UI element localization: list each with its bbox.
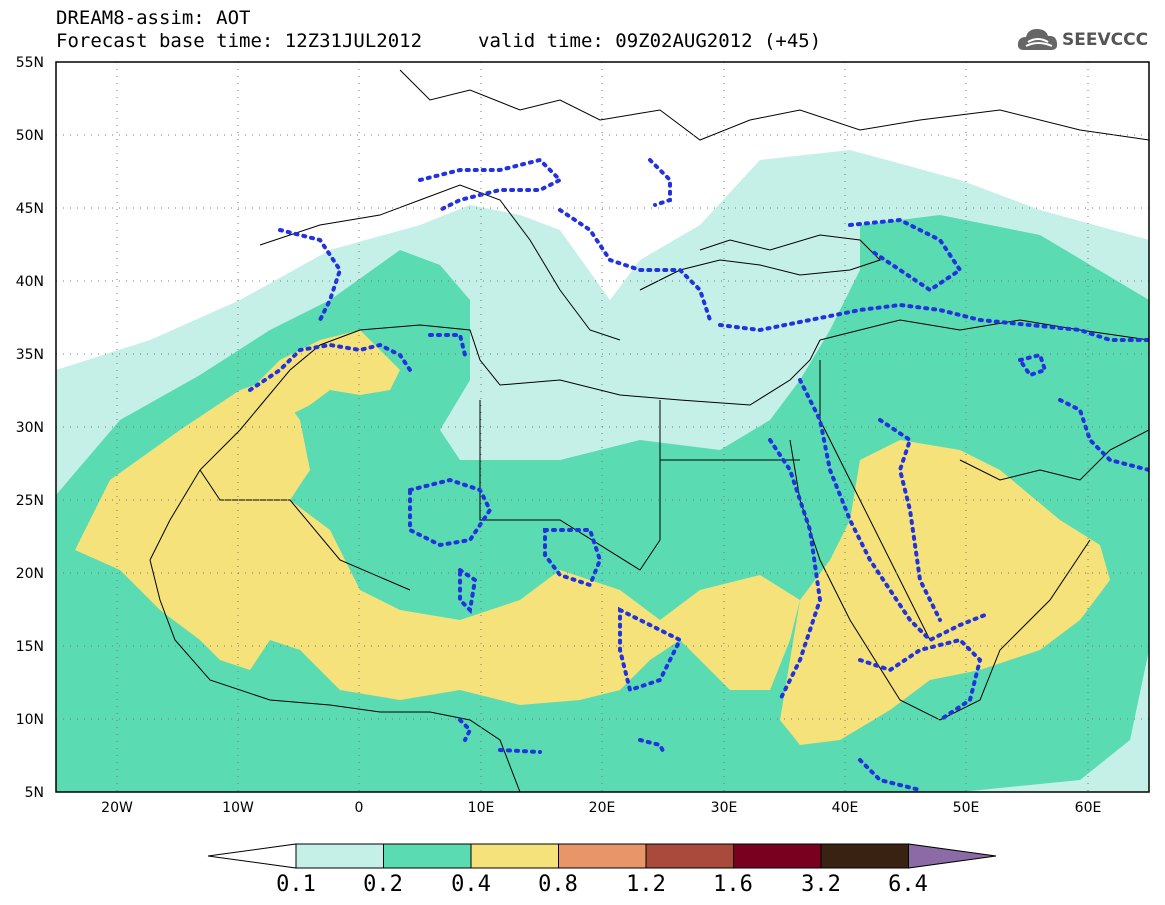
lat-label: 55N <box>15 55 44 71</box>
seevccc-logo: SEEVCCC <box>1016 22 1156 56</box>
grid <box>56 62 1149 792</box>
lon-label: 30E <box>710 800 738 816</box>
lat-label: 40N <box>15 274 44 290</box>
lat-label: 50N <box>15 128 44 144</box>
map-title: DREAM8-assim: AOT <box>56 7 251 29</box>
colorbar-label: 6.4 <box>888 872 928 897</box>
lat-label: 30N <box>15 420 44 436</box>
map-frame <box>55 61 1150 793</box>
colorbar-label: 0.2 <box>363 872 403 897</box>
colorbar-label: 1.6 <box>713 872 753 897</box>
lat-label: 15N <box>15 639 44 655</box>
aot-level-0.4-east <box>780 440 1110 745</box>
colorbar-label: 0.1 <box>276 872 316 897</box>
lon-label: 60E <box>1074 800 1102 816</box>
lat-label: 10N <box>15 712 44 728</box>
lon-label: 20W <box>101 800 133 816</box>
lat-label: 25N <box>15 493 44 509</box>
cloud-logo-icon <box>1017 29 1058 50</box>
lon-label: 10E <box>467 800 495 816</box>
logo-text: SEEVCCC <box>1062 30 1149 50</box>
lat-label: 20N <box>15 566 44 582</box>
coastlines <box>149 69 1149 792</box>
lon-label: 40E <box>831 800 859 816</box>
lon-label: 50E <box>952 800 980 816</box>
forecast-base-time: Forecast base time: 12Z31JUL2012 <box>56 30 423 52</box>
lat-label: 45N <box>15 201 44 217</box>
colorbar-label: 0.8 <box>538 872 578 897</box>
valid-time: valid time: 09Z02AUG2012 (+45) <box>478 30 822 52</box>
aot-level-0.4-morocco <box>240 330 400 430</box>
lat-label: 5N <box>24 785 44 801</box>
lon-label: 20E <box>588 800 616 816</box>
dotted-contours <box>248 157 1149 792</box>
colorbar-label: 3.2 <box>801 872 841 897</box>
colorbar-label: 0.4 <box>451 872 491 897</box>
lat-label: 35N <box>15 347 44 363</box>
lon-label: 10W <box>222 800 254 816</box>
lon-label: 0 <box>354 800 364 816</box>
colorbar-label: 1.2 <box>626 872 666 897</box>
